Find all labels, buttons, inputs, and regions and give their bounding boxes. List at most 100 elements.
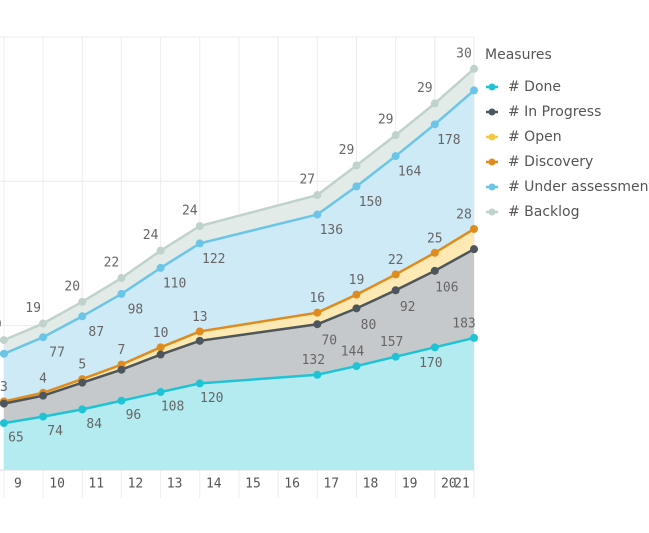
- data-label: 24: [182, 204, 198, 219]
- data-label: 29: [339, 143, 355, 158]
- data-label: 4: [39, 371, 47, 386]
- data-label: 28: [456, 207, 472, 222]
- point: [313, 191, 322, 200]
- legend-swatch: [488, 183, 496, 191]
- data-label: 77: [49, 346, 65, 361]
- point: [391, 286, 400, 295]
- point: [117, 396, 126, 405]
- legend-label: # In Progress: [508, 104, 601, 120]
- data-label: 7: [118, 343, 126, 358]
- data-label: 84: [86, 417, 102, 432]
- data-label: 96: [126, 408, 142, 423]
- point: [195, 336, 204, 345]
- x-tick-label: 9: [14, 477, 22, 492]
- legend-title: Measures: [485, 47, 552, 63]
- x-tick-label: 16: [284, 477, 300, 492]
- legend-swatch: [488, 108, 496, 116]
- data-label: 136: [320, 223, 343, 238]
- x-tick-label: 12: [128, 477, 144, 492]
- point: [78, 378, 87, 387]
- data-label: 150: [359, 195, 382, 210]
- data-label: 27: [299, 173, 315, 188]
- legend-label: # Under assessment: [508, 179, 649, 195]
- point: [391, 131, 400, 140]
- point: [156, 343, 165, 352]
- data-label: 19: [25, 301, 41, 316]
- legend-swatch: [488, 158, 496, 166]
- data-label: 122: [202, 252, 225, 267]
- data-label: 92: [400, 300, 416, 315]
- data-label: 29: [378, 113, 394, 128]
- point: [352, 362, 361, 371]
- data-label: 183: [452, 316, 475, 331]
- data-label: 144: [341, 345, 365, 360]
- point: [313, 308, 322, 317]
- point: [117, 365, 126, 374]
- point: [470, 64, 478, 73]
- data-label: 164: [398, 165, 422, 180]
- data-label: 70: [321, 334, 337, 349]
- x-tick-label: 10: [49, 477, 65, 492]
- x-tick-label: 15: [245, 477, 261, 492]
- point: [430, 248, 439, 257]
- legend-swatch: [488, 208, 496, 216]
- x-tick-label: 19: [402, 477, 418, 492]
- x-tick-label: 11: [88, 477, 104, 492]
- point: [0, 399, 8, 408]
- point: [156, 263, 165, 272]
- point: [430, 343, 439, 352]
- x-tick-label: 14: [206, 477, 222, 492]
- point: [195, 239, 204, 248]
- data-label: 10: [153, 326, 169, 341]
- legend-label: # Backlog: [508, 204, 580, 220]
- point: [156, 388, 165, 397]
- data-label: 106: [435, 280, 458, 295]
- legend-label: # Open: [508, 129, 562, 145]
- data-label: 80: [361, 318, 377, 333]
- data-label: 29: [417, 81, 433, 96]
- data-label: 3: [0, 380, 8, 395]
- data-label: 110: [163, 276, 186, 291]
- x-tick-label: 20: [441, 477, 457, 492]
- data-label: 30: [456, 46, 472, 61]
- point: [470, 86, 478, 95]
- point: [430, 266, 439, 275]
- point: [39, 391, 48, 400]
- point: [430, 120, 439, 129]
- data-label: 87: [88, 325, 104, 340]
- point: [352, 161, 361, 170]
- area: [3, 68, 474, 354]
- x-tick-label: 17: [323, 477, 339, 492]
- point: [117, 274, 126, 283]
- point: [117, 289, 126, 298]
- point: [39, 319, 48, 328]
- data-label: 16: [309, 291, 325, 306]
- legend-label: # Done: [508, 79, 561, 95]
- point: [470, 245, 478, 254]
- point: [156, 350, 165, 359]
- data-label: 24: [143, 228, 159, 243]
- point: [470, 333, 478, 342]
- data-label: 98: [128, 302, 144, 317]
- point: [78, 405, 87, 414]
- legend-label: # Discovery: [508, 154, 593, 170]
- data-label: 19: [349, 273, 365, 288]
- data-label: 120: [200, 391, 223, 406]
- data-label: 74: [47, 424, 63, 439]
- point: [0, 336, 8, 345]
- legend-swatch: [488, 133, 496, 141]
- point: [391, 270, 400, 279]
- point: [78, 312, 87, 321]
- data-label: 65: [8, 431, 24, 446]
- data-label: 157: [380, 335, 403, 350]
- point: [0, 419, 8, 428]
- data-label: 13: [192, 310, 208, 325]
- point: [313, 320, 322, 329]
- x-tick-label: 13: [167, 477, 183, 492]
- x-tick-label: 18: [363, 477, 379, 492]
- point: [39, 333, 48, 342]
- data-label: 25: [427, 231, 443, 246]
- point: [352, 290, 361, 299]
- x-tick-label: 21: [454, 477, 470, 492]
